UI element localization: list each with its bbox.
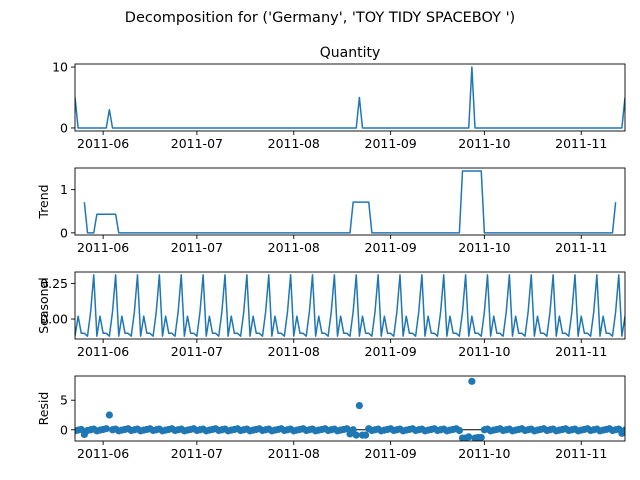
resid-point: [621, 426, 625, 434]
panel-frame: [74, 375, 626, 442]
resid-point: [468, 377, 476, 385]
y-tick-label: 0: [60, 225, 68, 240]
resid-point: [102, 425, 110, 433]
panel-4: 2011-06 2011-07 2011-08 2011-09 2011-10 2011-…: [36, 375, 626, 461]
x-tick-label: 2011-08: [268, 344, 320, 359]
x-tick-label: 2011-06: [77, 446, 129, 461]
x-tick-label: 2011-07: [171, 344, 223, 359]
x-tick-label: 2011-07: [171, 136, 223, 151]
x-tick-label: 2011-09: [365, 344, 417, 359]
resid-point: [477, 433, 485, 441]
y-tick-label: 5: [60, 393, 68, 408]
x-tick-label: 2011-10: [458, 446, 510, 461]
x-tick-label: 2011-11: [555, 240, 607, 255]
figure-suptitle: Decomposition for ('Germany', 'TOY TIDY …: [125, 10, 515, 26]
seasonal-line: [75, 274, 625, 337]
y-tick-label: 0: [60, 422, 68, 437]
resid-point: [465, 433, 473, 441]
resid-point: [343, 425, 351, 433]
panels: 2011-06 2011-07 2011-08 2011-09 2011-10 2011-…: [36, 45, 626, 461]
x-tick-label: 2011-06: [77, 344, 129, 359]
panel-title: Quantity: [320, 45, 381, 61]
x-tick-label: 2011-11: [555, 446, 607, 461]
panel-2: 2011-06 2011-07 2011-08 2011-09 2011-10 2011-…: [36, 167, 626, 255]
y-tick-label: 10: [52, 60, 68, 75]
panel-frame: [74, 63, 626, 132]
resid-point: [355, 401, 363, 410]
resid-point: [352, 431, 360, 439]
x-tick-label: 2011-06: [77, 136, 129, 151]
y-axis-label: Seasonal: [36, 277, 51, 334]
x-tick-label: 2011-08: [268, 240, 320, 255]
resid-point: [349, 426, 357, 434]
y-axis-label: Resid: [36, 392, 51, 426]
x-tick-label: 2011-10: [458, 136, 510, 151]
x-tick-label: 2011-10: [458, 344, 510, 359]
x-tick-label: 2011-11: [555, 344, 607, 359]
panel-1: 2011-06 2011-07 2011-08 2011-09 2011-10 2011-…: [52, 45, 626, 151]
x-tick-label: 2011-08: [268, 136, 320, 151]
y-tick-label: 1: [60, 182, 68, 197]
x-tick-label: 2011-07: [171, 240, 223, 255]
resid-point: [362, 431, 370, 439]
x-tick-label: 2011-09: [365, 446, 417, 461]
x-tick-label: 2011-08: [268, 446, 320, 461]
x-tick-label: 2011-10: [458, 240, 510, 255]
y-tick-label: 0.25: [40, 276, 68, 291]
panel-3: 2011-06 2011-07 2011-08 2011-09 2011-10 2011-…: [36, 271, 626, 359]
x-tick-label: 2011-09: [365, 240, 417, 255]
panel-data: [83, 170, 617, 234]
panel-frame: [74, 167, 626, 236]
panel-data: [75, 66, 625, 129]
panel-data: [75, 274, 625, 337]
x-tick-label: 2011-06: [77, 240, 129, 255]
series-line: [83, 170, 617, 234]
x-tick-label: 2011-11: [555, 136, 607, 151]
panel-data: [75, 377, 625, 441]
y-tick-label: 0: [60, 120, 68, 135]
resid-point: [105, 411, 113, 419]
panel-frame: [74, 271, 626, 340]
resid-point: [455, 426, 463, 435]
x-tick-label: 2011-07: [171, 446, 223, 461]
x-tick-label: 2011-09: [365, 136, 417, 151]
y-tick-label: 0.00: [40, 312, 68, 327]
y-axis-label: Trend: [36, 184, 51, 219]
series-line: [75, 66, 625, 129]
